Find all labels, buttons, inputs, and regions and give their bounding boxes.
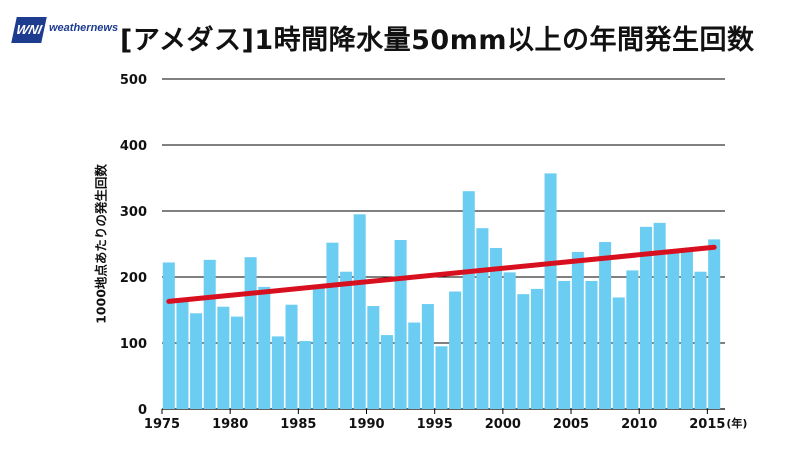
- y-tick-label: 100: [120, 337, 147, 352]
- bar-1993: [394, 240, 407, 409]
- bar-2004: [544, 173, 557, 409]
- x-tick-label: 2000: [485, 417, 521, 432]
- bar-1980: [217, 306, 230, 409]
- bar-1984: [271, 336, 284, 409]
- bar-2006: [571, 251, 584, 409]
- bar-1976: [162, 262, 175, 409]
- y-tick-label: 500: [120, 73, 147, 88]
- bar-1990: [353, 214, 366, 409]
- bar-2012: [653, 222, 666, 409]
- bar-1991: [367, 306, 380, 409]
- bar-1999: [476, 228, 489, 409]
- bar-2003: [530, 288, 543, 409]
- x-tick-label: 2010: [621, 417, 657, 432]
- y-ticks: 0 100 200 300 400 500: [120, 73, 147, 418]
- bar-1981: [230, 316, 244, 409]
- bar-1989: [340, 271, 353, 409]
- trend-line: [166, 244, 717, 304]
- bar-2009: [612, 297, 625, 409]
- x-tick-label: 1995: [417, 417, 453, 432]
- x-tick-label: 1990: [348, 417, 384, 432]
- weathernews-logo: WNI weathernews: [11, 15, 118, 45]
- bar-2014: [680, 251, 693, 409]
- bar-2007: [585, 280, 598, 409]
- bar-1978: [190, 313, 203, 409]
- bar-1986: [299, 341, 312, 409]
- x-tick-label: 1985: [280, 417, 316, 432]
- bar-2002: [517, 294, 530, 409]
- trend-line-group: [166, 244, 717, 304]
- bar-1997: [449, 291, 462, 409]
- x-unit-label: (年): [726, 416, 747, 430]
- bar-2000: [490, 247, 503, 409]
- x-tick-label: 1975: [144, 417, 180, 432]
- bar-1988: [326, 242, 339, 409]
- x-ticks: 1975 1980 1985 1990 1995 2000 2005 2010 2015 (年): [144, 409, 747, 432]
- bar-2015: [694, 271, 707, 409]
- bar-1995: [421, 304, 434, 409]
- x-tick-label: 1980: [212, 417, 248, 432]
- chart-title: [アメダス]1時間降水量50mm以上の年間発生回数: [120, 25, 755, 56]
- bar-1996: [435, 346, 448, 409]
- bar-1998: [462, 191, 475, 409]
- bar-1992: [380, 335, 393, 409]
- bar-2001: [503, 272, 516, 409]
- bar-2013: [667, 251, 680, 409]
- x-tick-label: 2015: [689, 417, 725, 432]
- bars: [162, 173, 721, 409]
- bar-2008: [599, 242, 612, 409]
- logo-wordmark: weathernews: [49, 22, 119, 34]
- bar-2016: [708, 239, 721, 409]
- bar-2005: [558, 280, 571, 409]
- bar-1982: [244, 257, 257, 409]
- bar-2010: [626, 270, 639, 409]
- bar-1983: [258, 286, 271, 409]
- bar-2011: [639, 226, 653, 409]
- bar-1987: [312, 286, 325, 409]
- bar-1977: [176, 298, 189, 409]
- y-tick-label: 0: [138, 403, 147, 418]
- bar-1994: [408, 322, 421, 409]
- bar-1979: [203, 259, 216, 409]
- x-tick-label: 2005: [553, 417, 589, 432]
- y-tick-label: 200: [120, 271, 147, 286]
- y-tick-label: 300: [120, 205, 147, 220]
- y-tick-label: 400: [120, 139, 147, 154]
- bar-1985: [285, 304, 298, 409]
